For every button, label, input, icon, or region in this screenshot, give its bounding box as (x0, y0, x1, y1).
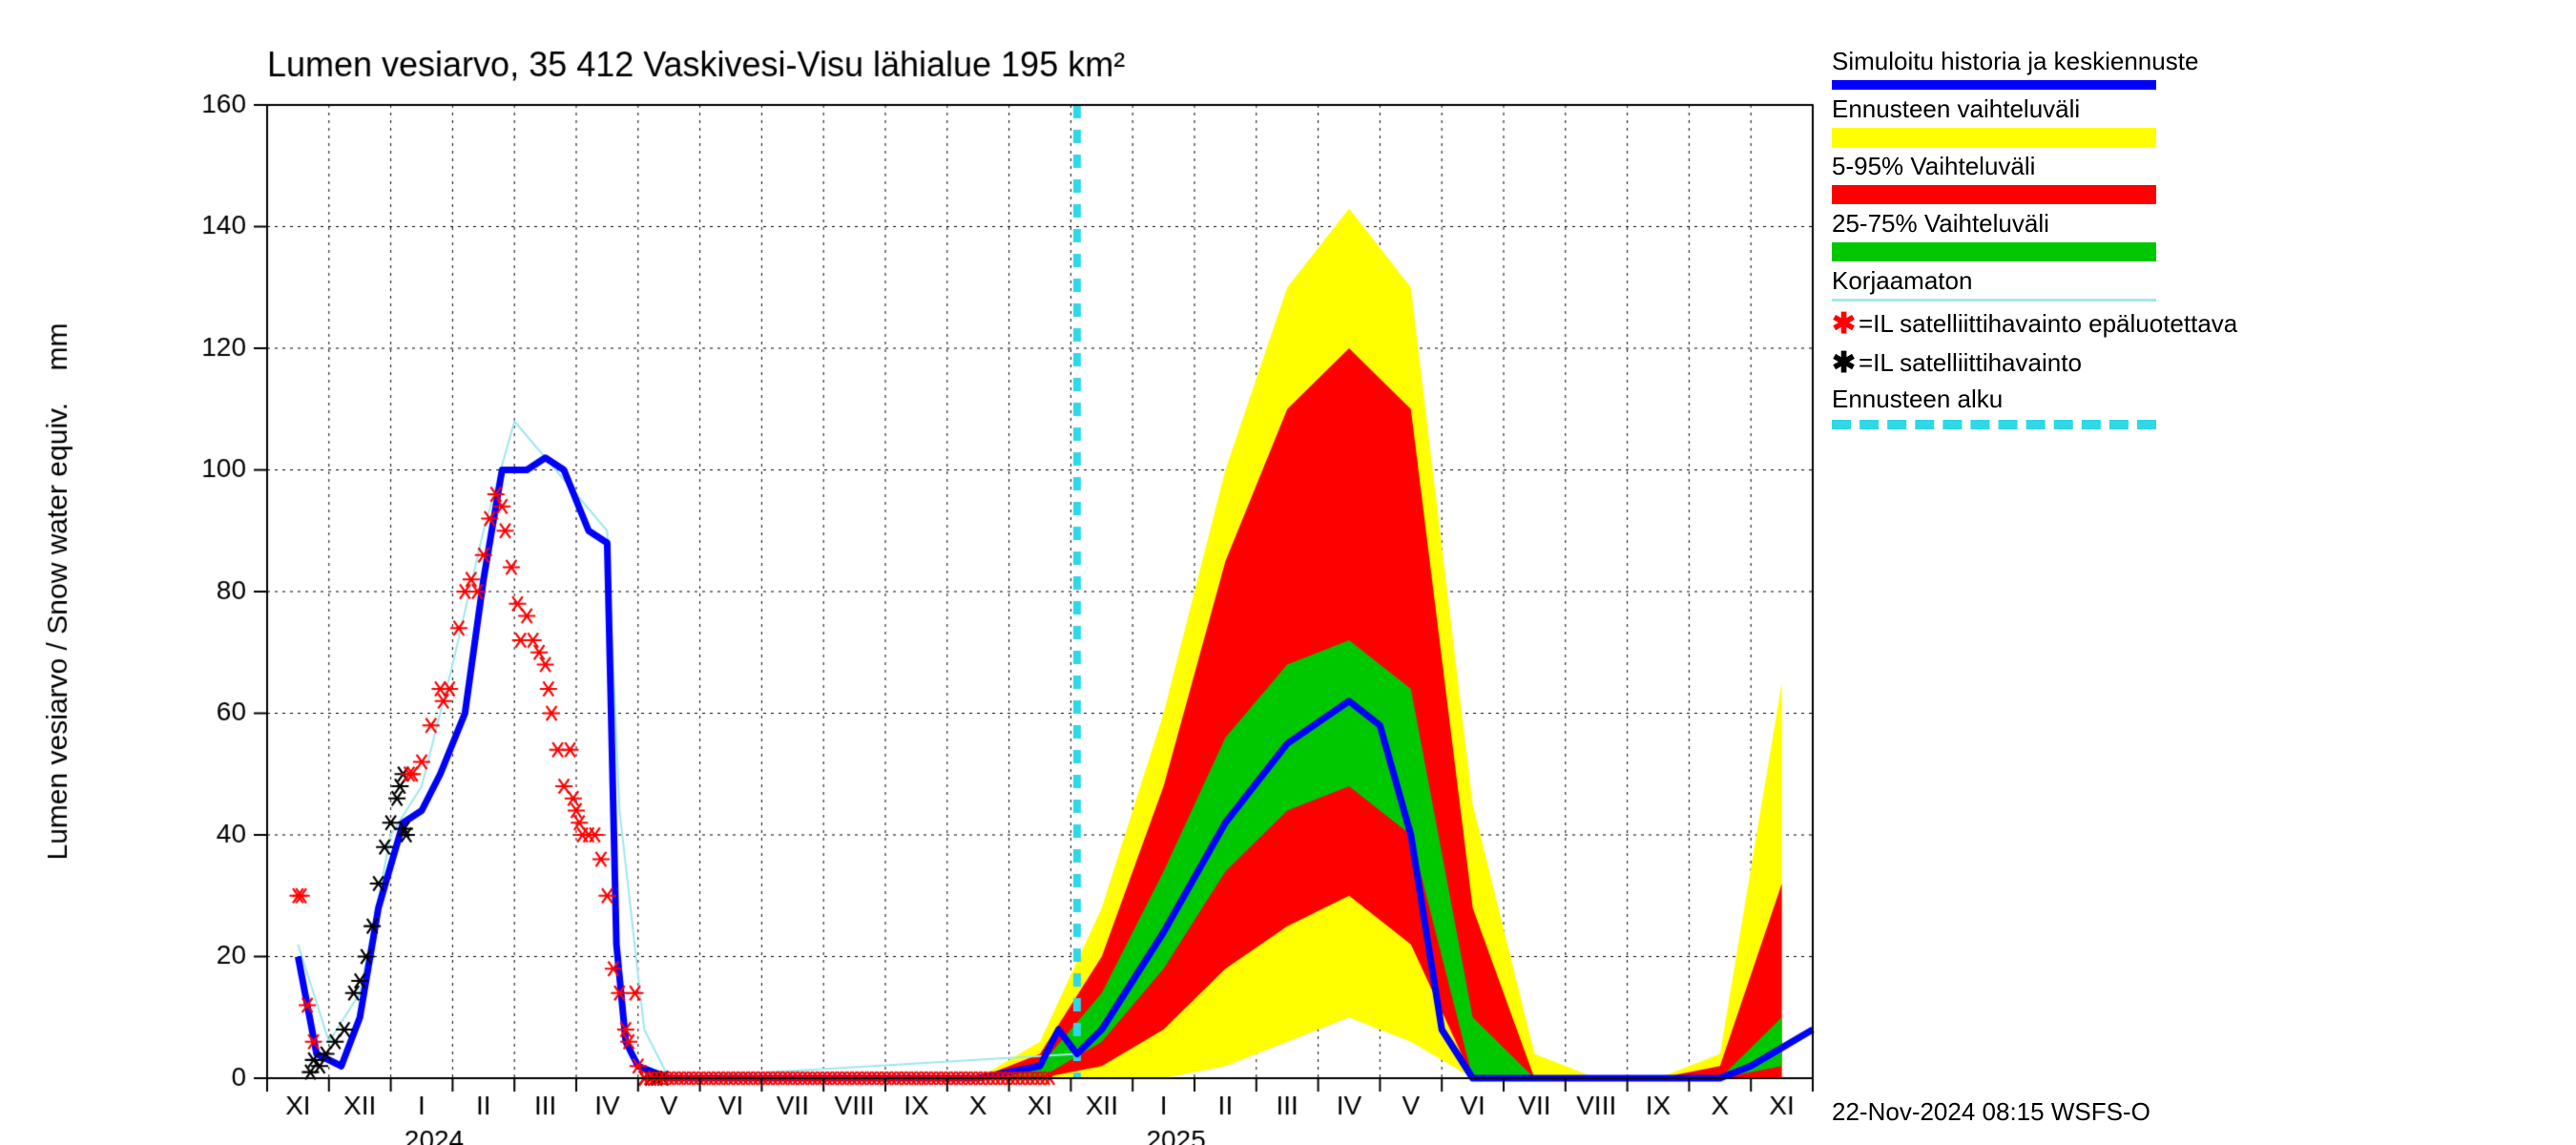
legend-entry: 25-75% Vaihteluväli (1832, 210, 2462, 261)
legend-entry: 5-95% Vaihteluväli (1832, 153, 2462, 204)
legend-dashed-swatch (1832, 420, 2156, 429)
legend-label: 25-75% Vaihteluväli (1832, 210, 2462, 239)
asterisk-icon: ✱ (1832, 307, 1859, 341)
legend-swatch (1832, 128, 2156, 147)
legend-swatch (1832, 242, 2156, 261)
legend-label: 5-95% Vaihteluväli (1832, 153, 2462, 181)
footer-timestamp: 22-Nov-2024 08:15 WSFS-O (1832, 1097, 2150, 1127)
asterisk-icon: ✱ (1832, 346, 1859, 380)
legend-label: =IL satelliittihavainto epäluotettava (1859, 309, 2237, 338)
legend-entry: Korjaamaton (1832, 267, 2462, 302)
legend-entry: Ennusteen vaihteluväli (1832, 95, 2462, 147)
legend-label: =IL satelliittihavainto (1859, 348, 2082, 377)
legend-forecast-entry: Ennusteen alku (1832, 385, 2462, 429)
legend-swatch (1832, 185, 2156, 204)
legend-label: Simuloitu historia ja keskiennuste (1832, 48, 2462, 76)
legend: Simuloitu historia ja keskiennuste Ennust… (1832, 48, 2462, 435)
legend-label: Korjaamaton (1832, 267, 2462, 296)
legend-label: Ennusteen alku (1832, 385, 2462, 414)
legend-entry: Simuloitu historia ja keskiennuste (1832, 48, 2462, 90)
legend-symbol-entry: ✱=IL satelliittihavainto (1832, 346, 2462, 380)
legend-swatch (1832, 80, 2156, 90)
legend-label: Ennusteen vaihteluväli (1832, 95, 2462, 124)
legend-symbol-entry: ✱=IL satelliittihavainto epäluotettava (1832, 307, 2462, 341)
legend-swatch (1832, 299, 2156, 302)
